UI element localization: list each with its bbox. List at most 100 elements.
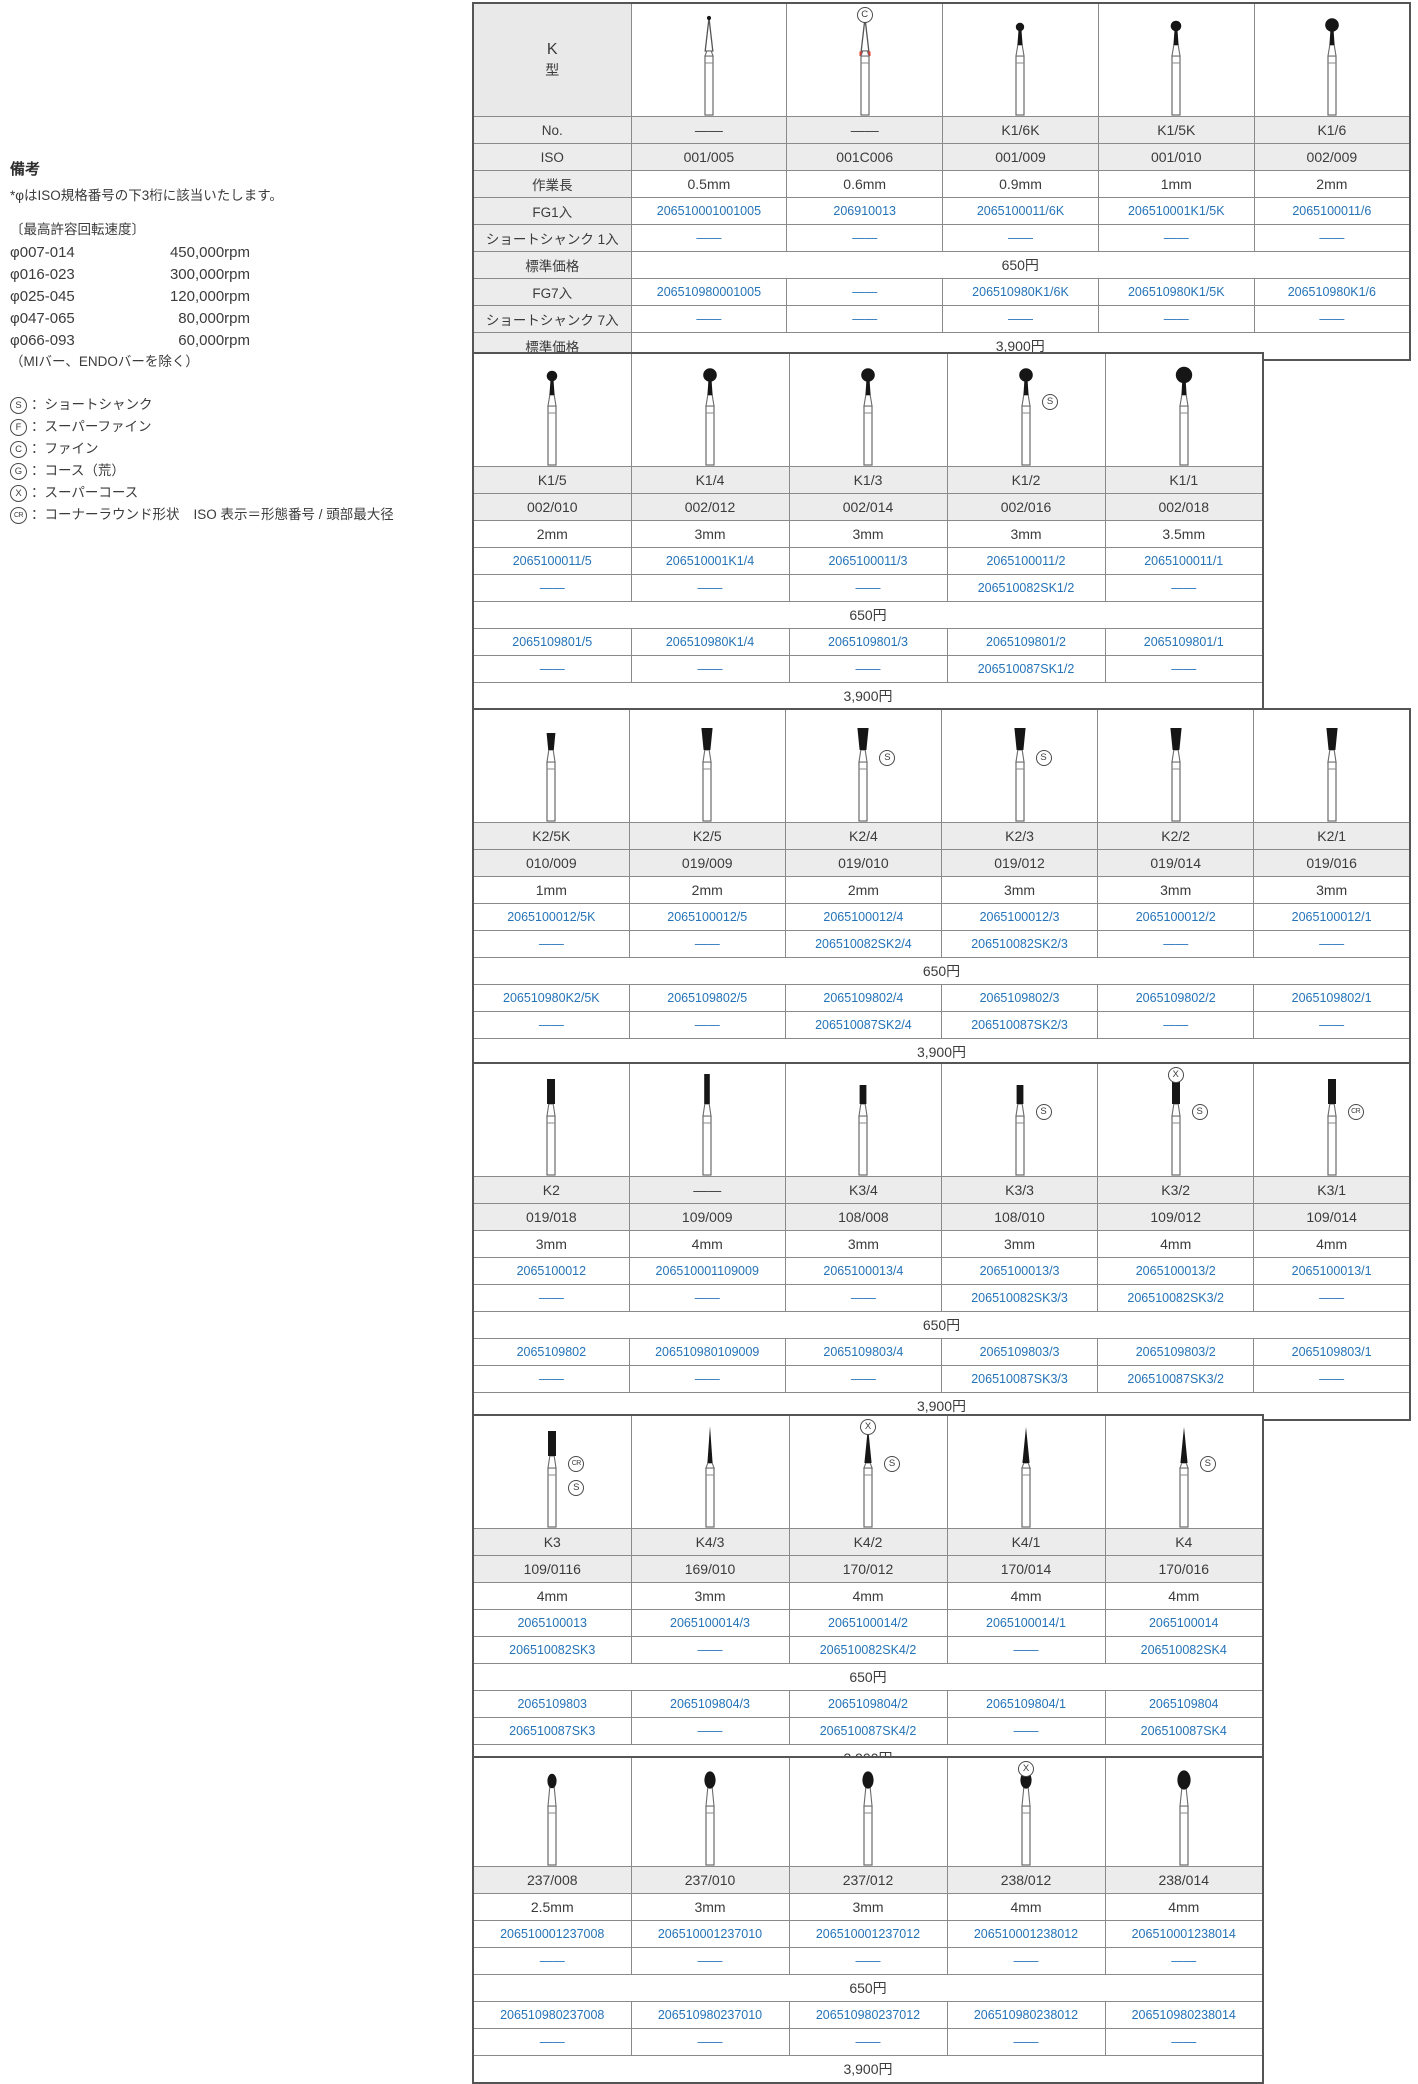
fg1-code-link[interactable]: 2065100011/5 — [512, 554, 592, 568]
iso-cell: 170/012 — [788, 1555, 948, 1583]
ss1-code-link[interactable]: 206510082SK1/2 — [977, 581, 1075, 595]
no-cell: K2/5K — [472, 822, 630, 850]
fg1-code-link[interactable]: 2065100014/2 — [828, 1616, 908, 1630]
fg1-code-link[interactable]: 2065100011/6K — [976, 204, 1065, 218]
fg7-code-link[interactable]: 206510980001005 — [656, 285, 762, 299]
ss1-code-link[interactable]: 206510082SK2/4 — [815, 937, 912, 951]
bur-image-cell — [1097, 708, 1255, 823]
fg1-code-link[interactable]: 2065100012/3 — [979, 910, 1060, 924]
fg7-code-link[interactable]: 206510980237008 — [500, 2008, 605, 2022]
fg7-code-link[interactable]: 206510980238014 — [1131, 2008, 1236, 2022]
fg7-code-link[interactable]: 2065109802/3 — [979, 991, 1060, 1005]
bur-icon — [704, 1771, 716, 1866]
fg7-code-link[interactable]: 2065109801/1 — [1143, 635, 1224, 649]
ss7-code-link[interactable]: 206510087SK3/3 — [971, 1372, 1068, 1386]
length-cell: 4mm — [1104, 1893, 1264, 1921]
fg1-code-link[interactable]: 206910013 — [833, 204, 896, 218]
fg1-code-link[interactable]: 2065100014/3 — [670, 1616, 750, 1630]
fg7-code-link[interactable]: 2065109802/1 — [1291, 991, 1372, 1005]
fg7-code-link[interactable]: 2065109804 — [1148, 1697, 1219, 1711]
fg1-code-link[interactable]: 2065100013 — [517, 1616, 588, 1630]
fg7-code-link[interactable]: 2065109802/5 — [667, 991, 748, 1005]
fg1-code-link[interactable]: 206510001K1/4 — [665, 554, 755, 568]
fg1-code-link[interactable]: 206510001237010 — [657, 1927, 763, 1941]
length-cell: 3mm — [946, 520, 1106, 548]
fg1-code-link[interactable]: 2065100013/1 — [1291, 1264, 1372, 1278]
ss1-code-link[interactable]: 206510082SK2/3 — [971, 937, 1068, 951]
fg7-code-link[interactable]: 2065109802 — [516, 1345, 587, 1359]
fg7-code-link[interactable]: 206510980K2/5K — [503, 991, 600, 1005]
fg1-code-link[interactable]: 2065100011/3 — [828, 554, 908, 568]
fg1-code-link[interactable]: 2065100014/1 — [986, 1616, 1066, 1630]
ss1-code-link[interactable]: 206510082SK3/2 — [1127, 1291, 1225, 1305]
fg7-code-link[interactable]: 2065109804/3 — [670, 1697, 750, 1711]
fg1-code-link[interactable]: 2065100012/4 — [823, 910, 904, 924]
iso-cell: 019/009 — [628, 849, 786, 877]
bur-icon — [1178, 1427, 1189, 1528]
fg1-code-link[interactable]: 2065100014 — [1148, 1616, 1219, 1630]
fg7-code-link[interactable]: 206510980K1/6K — [972, 285, 1069, 299]
fg1-code-link[interactable]: 206510001001005 — [656, 204, 762, 218]
fg7-code-link[interactable]: 2065109804/2 — [828, 1697, 908, 1711]
fg1-code-link[interactable]: 2065100012/1 — [1291, 910, 1372, 924]
fg1-code-link[interactable]: 2065100012 — [516, 1264, 587, 1278]
fg1-code-link[interactable]: 2065100012/5 — [667, 910, 748, 924]
iso-cell: 001/009 — [942, 143, 1099, 171]
fg7-code-link[interactable]: 2065109801/2 — [986, 635, 1066, 649]
fg7-code-link[interactable]: 206510980237012 — [815, 2008, 921, 2022]
fg7-code-link[interactable]: 2065109801/5 — [512, 635, 593, 649]
ss7-code-link[interactable]: 206510087SK1/2 — [977, 662, 1075, 676]
fg7-code-link[interactable]: 206510980K1/5K — [1127, 285, 1225, 299]
fg1-code-link[interactable]: 206510001109009 — [655, 1264, 759, 1278]
fg7-code-link[interactable]: 2065109802/2 — [1135, 991, 1216, 1005]
fg1-code-link[interactable]: 206510001238014 — [1131, 1927, 1236, 1941]
fg7-code-link[interactable]: 2065109803/3 — [979, 1345, 1060, 1359]
fg1-code-link[interactable]: 2065100013/3 — [979, 1264, 1060, 1278]
fg7-code-link[interactable]: 2065109802/4 — [823, 991, 904, 1005]
ss1-code-link[interactable]: 206510082SK3/3 — [971, 1291, 1068, 1305]
fg7-code-link[interactable]: 206510980237010 — [657, 2008, 763, 2022]
fg1-code-link[interactable]: 2065100011/6 — [1292, 204, 1372, 218]
legend-item-s: S ：ショートシャンク — [10, 394, 470, 416]
fg7-code-link[interactable]: 2065109803 — [517, 1697, 588, 1711]
ss1-code-link[interactable]: 206510082SK4/2 — [819, 1643, 917, 1657]
length-cell: 2mm — [628, 876, 786, 904]
fg7-code-link[interactable]: 2065109803/4 — [823, 1345, 904, 1359]
fg1-code-link[interactable]: 206510001237008 — [500, 1927, 605, 1941]
ss7-code-link[interactable]: 206510087SK2/3 — [971, 1018, 1068, 1032]
ss7-code-link[interactable]: 206510087SK4 — [1140, 1724, 1227, 1738]
fg1-code-link[interactable]: 2065100011/2 — [986, 554, 1066, 568]
fg1-code-link[interactable]: 206510001238012 — [973, 1927, 1079, 1941]
fg1-code-link[interactable]: 206510001K1/5K — [1127, 204, 1225, 218]
fg7-code-link[interactable]: 2065109804/1 — [986, 1697, 1066, 1711]
bur-image-cell — [942, 2, 1099, 117]
fg1-code-link[interactable]: 2065100012/2 — [1135, 910, 1216, 924]
fg7-code-link[interactable]: 2065109803/2 — [1135, 1345, 1216, 1359]
ss7-code-link[interactable]: 206510087SK3/2 — [1127, 1372, 1225, 1386]
iso-cell: 019/016 — [1253, 849, 1411, 877]
fg1-code-link[interactable]: 2065100013/4 — [823, 1264, 904, 1278]
product-table-5: CR S X S S K3 K4/3 K4/2 K4/1 K4 109/0116 169/010 170… — [472, 1414, 1264, 1773]
ss7-code-link[interactable]: 206510087SK4/2 — [819, 1724, 917, 1738]
fg7-code-link[interactable]: 2065109803/1 — [1291, 1345, 1372, 1359]
fg1-code-link[interactable]: 2065100011/1 — [1144, 554, 1224, 568]
fg1-code-link[interactable]: 2065100012/5K — [507, 910, 596, 924]
bur-icon — [546, 370, 558, 466]
ss1-code-dash: —— — [697, 581, 723, 595]
mark-g-icon: G — [10, 462, 27, 480]
series-letter: K — [546, 41, 558, 58]
fg7-code-link[interactable]: 2065109801/3 — [828, 635, 908, 649]
fg7-code-link[interactable]: 206510980K1/6 — [1287, 285, 1376, 299]
fg1-code-link[interactable]: 206510001237012 — [815, 1927, 921, 1941]
fg7-code-link[interactable]: 206510980238012 — [973, 2008, 1079, 2022]
ss7-code-link[interactable]: 206510087SK3 — [509, 1724, 596, 1738]
ss1-code-dash: —— — [1163, 231, 1189, 245]
no-cell: K4/2 — [788, 1528, 948, 1556]
ss7-code-dash: —— — [694, 1372, 720, 1386]
ss1-code-link[interactable]: 206510082SK4 — [1140, 1643, 1227, 1657]
fg7-code-link[interactable]: 206510980109009 — [655, 1345, 760, 1359]
fg1-code-link[interactable]: 2065100013/2 — [1135, 1264, 1216, 1278]
ss7-code-link[interactable]: 206510087SK2/4 — [815, 1018, 912, 1032]
ss1-code-link[interactable]: 206510082SK3 — [509, 1643, 596, 1657]
fg7-code-link[interactable]: 206510980K1/4 — [665, 635, 755, 649]
